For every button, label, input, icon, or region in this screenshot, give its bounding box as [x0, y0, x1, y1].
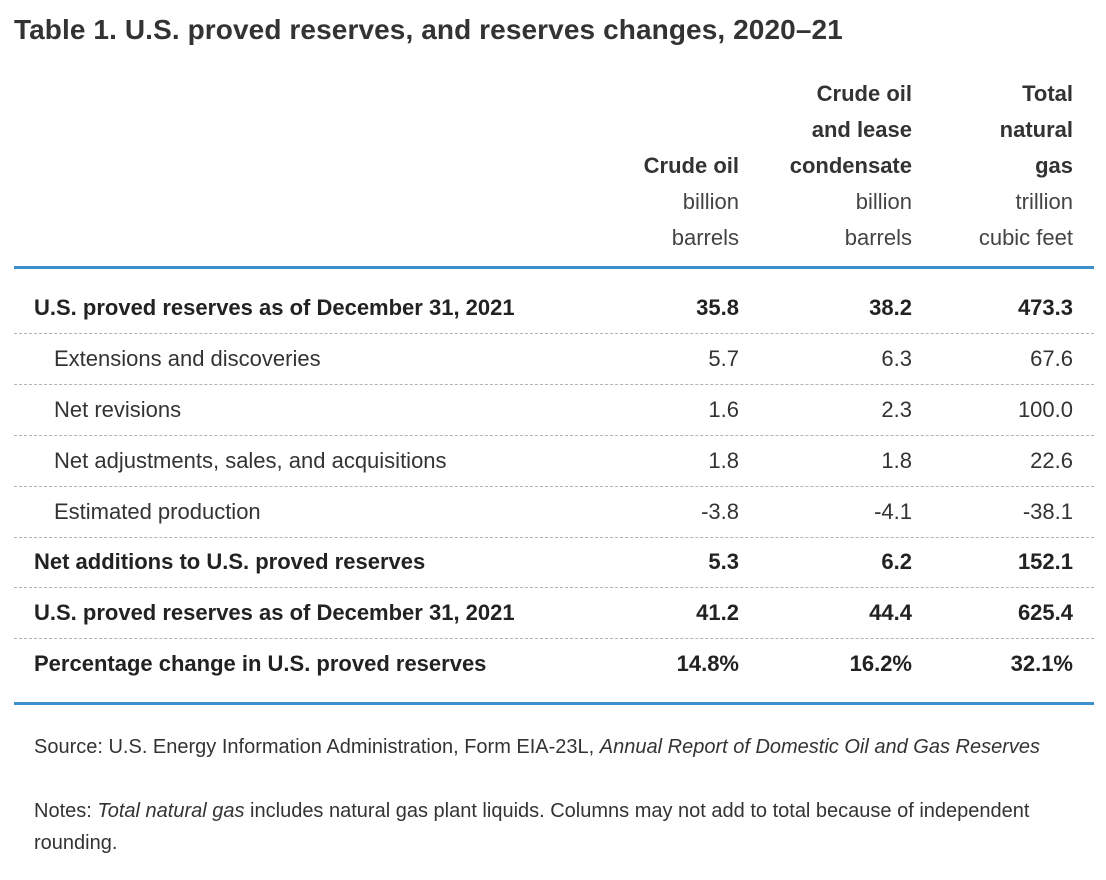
col-natural-gas-title-2: natural	[999, 117, 1073, 142]
col-natural-gas-title-3: gas	[1035, 153, 1073, 178]
table-row: Net adjustments, sales, and acquisitions…	[14, 436, 1094, 487]
cell-crude-oil: -3.8	[701, 499, 739, 524]
footer-rule	[14, 702, 1094, 705]
col-natural-gas-title-1: Total	[1022, 81, 1073, 106]
cell-crude-oil: 1.8	[708, 448, 739, 473]
notes-italic-term: Total natural gas	[97, 800, 245, 822]
cell-crude-oil: 35.8	[696, 295, 739, 320]
col-condensate-title-3: condensate	[789, 153, 912, 178]
cell-natural-gas: 32.1%	[1010, 651, 1073, 676]
cell-condensate: 16.2%	[849, 651, 912, 676]
cell-natural-gas: 473.3	[1017, 295, 1073, 320]
cell-condensate: 38.2	[869, 295, 912, 320]
table-row: Extensions and discoveries 5.7 6.3 67.6	[14, 334, 1094, 385]
cell-natural-gas: 152.1	[1017, 549, 1073, 574]
cell-natural-gas: 22.6	[1030, 448, 1073, 473]
cell-natural-gas: 67.6	[1030, 346, 1073, 371]
source-report-title: Annual Report of Domestic Oil and Gas Re…	[599, 736, 1040, 758]
col-condensate-unit-2: barrels	[844, 225, 912, 250]
cell-crude-oil: 1.6	[708, 397, 739, 422]
col-condensate-title-1: Crude oil	[816, 81, 912, 106]
notes-text: includes natural gas plant liquids. Colu…	[34, 800, 1030, 854]
cell-crude-oil: 5.7	[708, 346, 739, 371]
source-note: Source: U.S. Energy Information Administ…	[34, 731, 1074, 763]
cell-crude-oil: 41.2	[696, 600, 739, 625]
table-row: U.S. proved reserves as of December 31, …	[14, 283, 1094, 334]
header-rule	[14, 266, 1094, 269]
row-label: Percentage change in U.S. proved reserve…	[34, 651, 487, 676]
cell-natural-gas: 100.0	[1017, 397, 1073, 422]
source-text: Source: U.S. Energy Information Administ…	[34, 736, 600, 758]
cell-crude-oil: 14.8%	[676, 651, 739, 676]
row-label: U.S. proved reserves as of December 31, …	[34, 600, 515, 625]
cell-natural-gas: -38.1	[1022, 499, 1073, 524]
table-row: Estimated production -3.8 -4.1 -38.1	[14, 487, 1094, 538]
table-title: Table 1. U.S. proved reserves, and reser…	[14, 14, 843, 45]
table-header: Crude oil billion barrels Crude oil and …	[0, 0, 1106, 270]
col-natural-gas-unit-1: trillion	[1015, 189, 1073, 214]
col-natural-gas-unit-2: cubic feet	[978, 225, 1073, 250]
cell-condensate: 44.4	[869, 600, 912, 625]
cell-condensate: 6.3	[881, 346, 912, 371]
table-row: Net revisions 1.6 2.3 100.0	[14, 385, 1094, 436]
col-crude-oil-title-1: Crude oil	[643, 153, 739, 178]
cell-crude-oil: 5.3	[708, 549, 739, 574]
cell-condensate: 2.3	[881, 397, 912, 422]
table-row: U.S. proved reserves as of December 31, …	[14, 588, 1094, 639]
row-label: Net additions to U.S. proved reserves	[34, 549, 426, 574]
col-condensate-title-2: and lease	[811, 117, 912, 142]
row-label: Net revisions	[54, 397, 182, 422]
row-label: Extensions and discoveries	[54, 346, 321, 371]
cell-condensate: 6.2	[881, 549, 912, 574]
cell-natural-gas: 625.4	[1017, 600, 1073, 625]
notes: Notes: Total natural gas includes natura…	[34, 795, 1074, 859]
row-label: U.S. proved reserves as of December 31, …	[34, 295, 515, 320]
table-row: Net additions to U.S. proved reserves 5.…	[14, 537, 1094, 588]
row-label: Net adjustments, sales, and acquisitions	[54, 448, 447, 473]
col-crude-oil-unit-2: barrels	[671, 225, 739, 250]
col-condensate-unit-1: billion	[855, 189, 912, 214]
cell-condensate: 1.8	[881, 448, 912, 473]
row-label: Estimated production	[54, 499, 261, 524]
notes-prefix: Notes:	[34, 800, 98, 822]
table-row: Percentage change in U.S. proved reserve…	[14, 639, 1094, 689]
cell-condensate: -4.1	[874, 499, 912, 524]
col-crude-oil-unit-1: billion	[682, 189, 739, 214]
